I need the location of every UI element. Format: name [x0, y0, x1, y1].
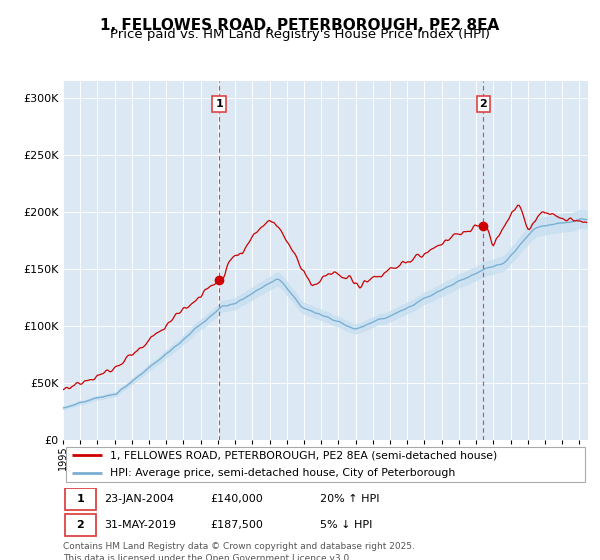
Text: 2: 2: [76, 520, 84, 530]
Text: 31-MAY-2019: 31-MAY-2019: [104, 520, 176, 530]
Text: Price paid vs. HM Land Registry's House Price Index (HPI): Price paid vs. HM Land Registry's House …: [110, 28, 490, 41]
Text: 1: 1: [76, 494, 84, 505]
Text: 23-JAN-2004: 23-JAN-2004: [104, 494, 174, 505]
Text: Contains HM Land Registry data © Crown copyright and database right 2025.
This d: Contains HM Land Registry data © Crown c…: [63, 542, 415, 560]
Text: 1, FELLOWES ROAD, PETERBOROUGH, PE2 8EA (semi-detached house): 1, FELLOWES ROAD, PETERBOROUGH, PE2 8EA …: [110, 450, 497, 460]
Text: 1: 1: [215, 99, 223, 109]
Text: HPI: Average price, semi-detached house, City of Peterborough: HPI: Average price, semi-detached house,…: [110, 468, 455, 478]
FancyBboxPatch shape: [65, 514, 95, 536]
Text: £187,500: £187,500: [210, 520, 263, 530]
FancyBboxPatch shape: [65, 447, 586, 482]
Text: 20% ↑ HPI: 20% ↑ HPI: [320, 494, 380, 505]
Text: £140,000: £140,000: [210, 494, 263, 505]
Text: 5% ↓ HPI: 5% ↓ HPI: [320, 520, 373, 530]
Text: 1, FELLOWES ROAD, PETERBOROUGH, PE2 8EA: 1, FELLOWES ROAD, PETERBOROUGH, PE2 8EA: [100, 18, 500, 33]
Text: 2: 2: [479, 99, 487, 109]
FancyBboxPatch shape: [65, 488, 95, 511]
